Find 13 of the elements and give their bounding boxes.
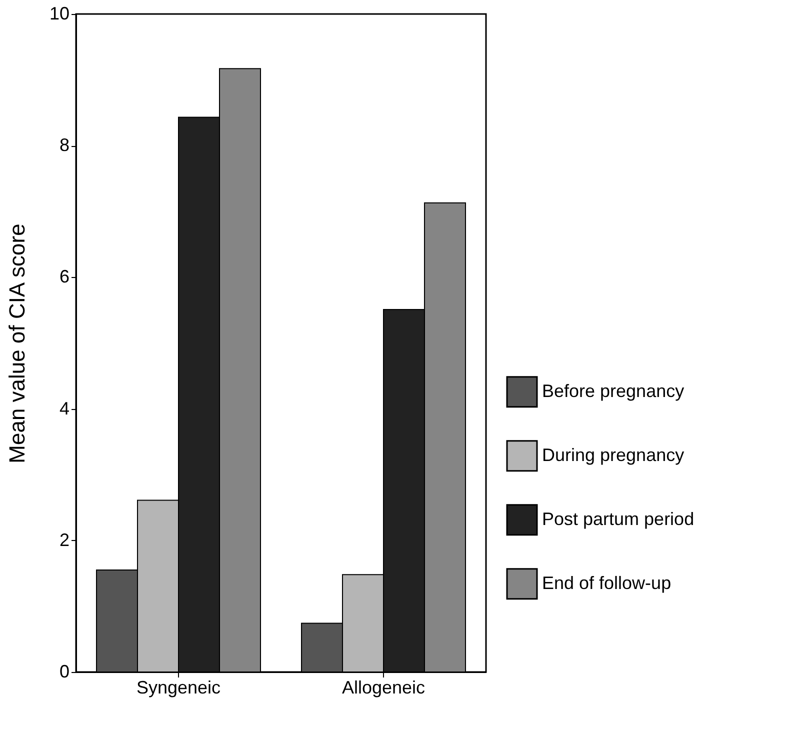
y-tick-label: 0 — [59, 662, 70, 682]
y-tick-label: 6 — [59, 266, 70, 287]
x-tick-label: Allogeneic — [342, 678, 426, 698]
legend-label: During pregnancy — [542, 444, 684, 465]
x-tick-label: Syngeneic — [136, 678, 221, 698]
legend-label: Post partum period — [542, 508, 694, 529]
legend-label: End of follow-up — [542, 572, 672, 593]
legend-label: Before pregnancy — [542, 380, 684, 401]
y-tick-label: 8 — [59, 135, 70, 156]
y-tick-label: 4 — [59, 398, 70, 418]
y-tick-label: 10 — [49, 4, 70, 24]
y-axis-title: Mean value of CIA score — [4, 224, 30, 464]
y-tick-label: 2 — [59, 530, 70, 550]
